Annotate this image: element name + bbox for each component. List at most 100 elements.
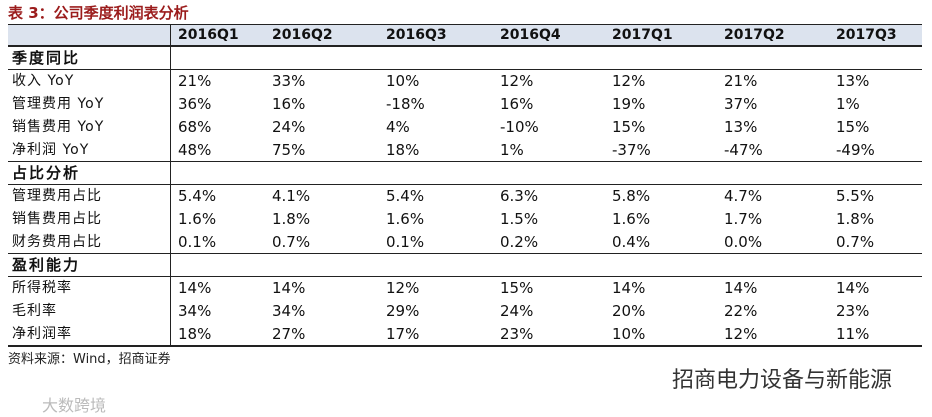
cell: 16% [500, 95, 534, 113]
row-label: 收入 YoY [12, 73, 75, 89]
cell: 18% [386, 141, 420, 159]
cell: 68% [178, 118, 212, 136]
rule [8, 161, 922, 162]
cell: 0.1% [178, 233, 217, 251]
cell: 48% [178, 141, 212, 159]
cell: 37% [724, 95, 758, 113]
cell: 5.4% [386, 187, 425, 205]
cell: 6.3% [500, 187, 539, 205]
cell: 11% [836, 325, 870, 343]
cell: -10% [500, 118, 539, 136]
section-heading: 盈利能力 [12, 256, 81, 274]
source: 资料来源：Wind，招商证券 [8, 352, 171, 367]
cell: 24% [272, 118, 306, 136]
cell: 36% [178, 95, 212, 113]
section-heading: 季度同比 [12, 49, 81, 67]
column-header: 2017Q2 [724, 27, 785, 43]
rule [8, 24, 922, 25]
cell: 12% [500, 72, 534, 90]
row-label: 销售费用占比 [12, 211, 102, 227]
cell: 4.7% [724, 187, 763, 205]
cell: 21% [178, 72, 212, 90]
row-label: 管理费用占比 [12, 188, 102, 204]
cell: 75% [272, 141, 306, 159]
cell: 5.4% [178, 187, 217, 205]
row-label: 净利润率 [12, 326, 72, 342]
column-header: 2016Q2 [272, 27, 333, 43]
cell: 15% [836, 118, 870, 136]
cell: 0.1% [386, 233, 425, 251]
row-label: 管理费用 YoY [12, 96, 105, 112]
corner-mark: 大数跨境 [42, 396, 107, 415]
column-header: 2016Q3 [386, 27, 447, 43]
row-label: 所得税率 [12, 280, 72, 296]
cell: -37% [612, 141, 651, 159]
cell: 1.8% [836, 210, 875, 228]
cell: 1.7% [724, 210, 763, 228]
rule [8, 184, 922, 185]
cell: 12% [612, 72, 646, 90]
cell: 20% [612, 302, 646, 320]
row-label: 销售费用 YoY [12, 119, 105, 135]
cell: 12% [386, 279, 420, 297]
header-bg [8, 25, 922, 45]
column-divider [170, 25, 171, 346]
rule [8, 253, 922, 254]
title: 表 3：公司季度利润表分析 [8, 4, 189, 22]
cell: 5.8% [612, 187, 651, 205]
watermark: 招商电力设备与新能源 [672, 368, 893, 393]
cell: 1.6% [612, 210, 651, 228]
cell: 23% [836, 302, 870, 320]
cell: 24% [500, 302, 534, 320]
row-label: 毛利率 [12, 303, 57, 319]
cell: 33% [272, 72, 306, 90]
cell: 1.6% [178, 210, 217, 228]
cell: 15% [612, 118, 646, 136]
column-header: 2017Q1 [612, 27, 673, 43]
cell: 10% [386, 72, 420, 90]
row-label: 财务费用占比 [12, 234, 102, 250]
cell: 21% [724, 72, 758, 90]
rule [8, 45, 922, 47]
cell: 34% [178, 302, 212, 320]
cell: 4% [386, 118, 410, 136]
cell: 29% [386, 302, 420, 320]
rule [8, 345, 922, 347]
cell: 1% [836, 95, 860, 113]
cell: 34% [272, 302, 306, 320]
rule [8, 69, 922, 70]
cell: 14% [178, 279, 212, 297]
cell: -49% [836, 141, 875, 159]
cell: 1.5% [500, 210, 539, 228]
cell: 19% [612, 95, 646, 113]
cell: 14% [272, 279, 306, 297]
cell: 1% [500, 141, 524, 159]
cell: 13% [836, 72, 870, 90]
cell: 14% [836, 279, 870, 297]
cell: 0.7% [836, 233, 875, 251]
cell: 16% [272, 95, 306, 113]
row-label: 净利润 YoY [12, 142, 90, 158]
cell: 0.2% [500, 233, 539, 251]
cell: 4.1% [272, 187, 311, 205]
cell: 13% [724, 118, 758, 136]
cell: 1.6% [386, 210, 425, 228]
section-heading: 占比分析 [12, 164, 81, 182]
cell: 23% [500, 325, 534, 343]
cell: 1.8% [272, 210, 311, 228]
cell: 0.0% [724, 233, 763, 251]
rule [8, 276, 922, 277]
cell: 18% [178, 325, 212, 343]
cell: 27% [272, 325, 306, 343]
cell: 22% [724, 302, 758, 320]
column-header: 2016Q1 [178, 27, 239, 43]
cell: 0.7% [272, 233, 311, 251]
cell: 10% [612, 325, 646, 343]
cell: -47% [724, 141, 763, 159]
cell: 14% [724, 279, 758, 297]
column-header: 2017Q3 [836, 27, 897, 43]
cell: 12% [724, 325, 758, 343]
cell: 5.5% [836, 187, 875, 205]
cell: -18% [386, 95, 425, 113]
